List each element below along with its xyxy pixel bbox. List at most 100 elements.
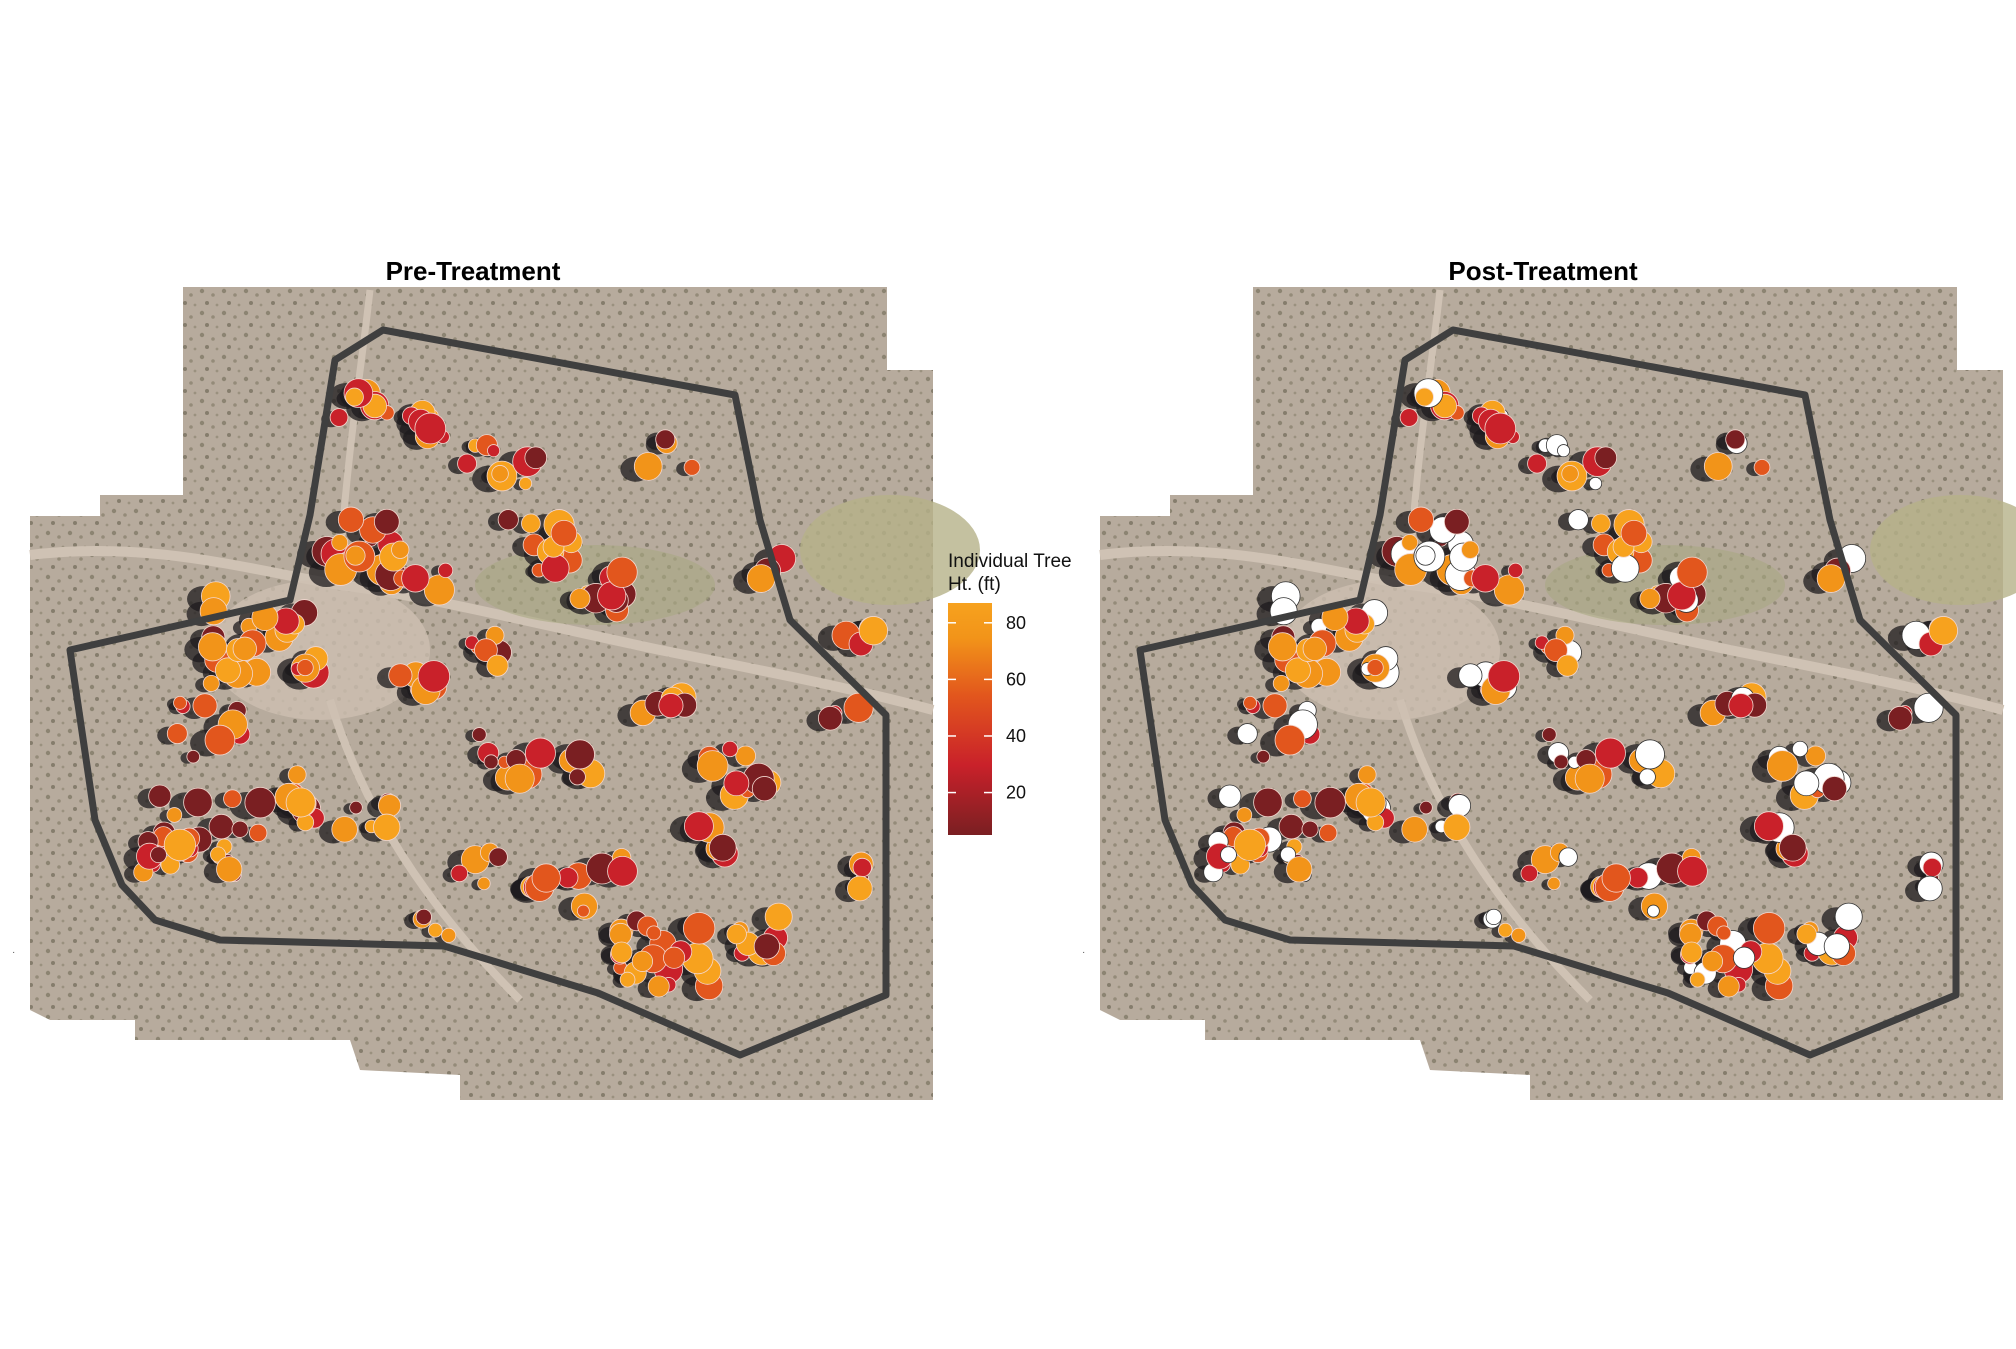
removed-tree-crown <box>1791 740 1809 758</box>
tree-crown <box>331 534 349 551</box>
tree-crown <box>427 922 443 938</box>
tree-crown <box>186 749 201 764</box>
removed-tree-crown <box>1793 770 1820 797</box>
legend-title-line2: Ht. (ft) <box>948 574 1001 595</box>
treatment-boundary <box>66 326 890 1059</box>
tree-crown <box>244 786 276 819</box>
tree-crown <box>655 429 676 450</box>
tree-crown <box>568 768 586 786</box>
orthophoto-background <box>1099 287 2016 1100</box>
tree-crown <box>414 412 447 445</box>
legend-tick-label: 40 <box>1006 726 1026 746</box>
removed-tree-crown <box>1236 723 1258 745</box>
tree-crown <box>417 660 451 693</box>
tree-crown <box>345 545 366 566</box>
tree-crown <box>1703 452 1733 481</box>
tree-crown <box>232 636 257 661</box>
tree-crown <box>1415 387 1434 407</box>
tree-crown <box>202 674 220 692</box>
tree-crown <box>1256 749 1271 764</box>
map-edge-mark: · <box>12 947 15 958</box>
tree-crown <box>631 950 654 972</box>
removed-tree-crown <box>1458 663 1483 688</box>
removed-tree-crown <box>1220 846 1237 864</box>
tree-crown <box>1357 765 1377 785</box>
tree-crown <box>1601 863 1631 893</box>
tree-crown <box>1887 705 1913 731</box>
removed-tree-crown <box>1635 739 1665 770</box>
tree-crown <box>1594 446 1618 470</box>
removed-tree-crown <box>1485 908 1502 926</box>
tree-crown <box>1366 659 1384 677</box>
removed-tree-crown <box>1834 902 1863 931</box>
tree-crown <box>1284 657 1311 684</box>
tree-crown <box>753 933 780 960</box>
tree-crown <box>1236 807 1253 823</box>
tree-crown <box>817 705 843 731</box>
tree-crown <box>1484 412 1517 445</box>
tree-crown <box>1594 737 1626 769</box>
tree-crown <box>1556 654 1579 677</box>
tree-crown <box>214 657 241 684</box>
tree-crown <box>1561 465 1579 483</box>
removed-tree-crown <box>1558 847 1578 867</box>
tree-crown <box>1753 811 1784 842</box>
removed-tree-crown <box>1588 476 1603 491</box>
tree-crown <box>1262 693 1288 719</box>
tree-crown <box>497 509 519 531</box>
tree-crown <box>471 727 487 742</box>
tree-crown <box>337 506 364 533</box>
removed-tree-crown <box>1610 554 1640 583</box>
tree-crown <box>683 811 714 842</box>
tree-crown <box>852 857 872 878</box>
tree-crown <box>504 763 535 794</box>
tree-crown <box>437 562 454 579</box>
tree-crown <box>607 855 638 887</box>
tree-crown <box>1805 745 1827 767</box>
tree-crown <box>483 754 499 770</box>
tree-crown <box>646 925 662 941</box>
tree-crown <box>1547 876 1561 891</box>
tree-crown <box>1243 695 1257 710</box>
tree-crown <box>1680 941 1703 964</box>
tree-crown <box>1725 429 1746 450</box>
tree-crown <box>388 663 413 688</box>
tree-crown <box>1553 754 1569 770</box>
tree-crown <box>150 846 167 864</box>
map-edge-mark: · <box>1082 947 1085 958</box>
removed-tree-crown <box>1557 444 1571 458</box>
tree-crown <box>524 737 556 769</box>
legend-title-line1: Individual Tree <box>948 551 1072 572</box>
tree-crown <box>746 564 776 593</box>
pre-treatment-title: Pre-Treatment <box>386 256 561 286</box>
tree-crowns <box>133 378 888 1001</box>
tree-crown <box>1318 823 1338 843</box>
removed-tree-crown <box>1638 768 1656 786</box>
tree-crown <box>163 828 196 862</box>
tree-crown <box>349 800 363 815</box>
tree-crown <box>1507 562 1524 579</box>
tree-crown <box>1541 727 1557 742</box>
tree-crown <box>1574 763 1605 794</box>
tree-crown <box>1302 636 1327 661</box>
tree-crown <box>751 776 778 802</box>
tree-crown <box>721 740 739 758</box>
tree-crown <box>1728 693 1754 719</box>
legend-tick-label: 20 <box>1006 783 1026 803</box>
tree-crown <box>1497 922 1513 938</box>
tree-crown <box>1753 459 1771 476</box>
tree-crown <box>296 659 314 677</box>
tree-crown <box>1401 534 1419 551</box>
tree-crown <box>450 864 469 883</box>
tree-crown <box>474 638 498 662</box>
tree-crowns <box>1203 378 1958 1001</box>
tree-crown <box>1293 789 1312 809</box>
tree-crown <box>708 833 737 862</box>
tree-crown <box>1443 508 1470 535</box>
tree-crown <box>331 816 358 843</box>
tree-crown <box>610 941 633 964</box>
tree-crown <box>223 789 242 809</box>
tree-crown <box>491 465 509 483</box>
tree-crown <box>682 912 716 945</box>
